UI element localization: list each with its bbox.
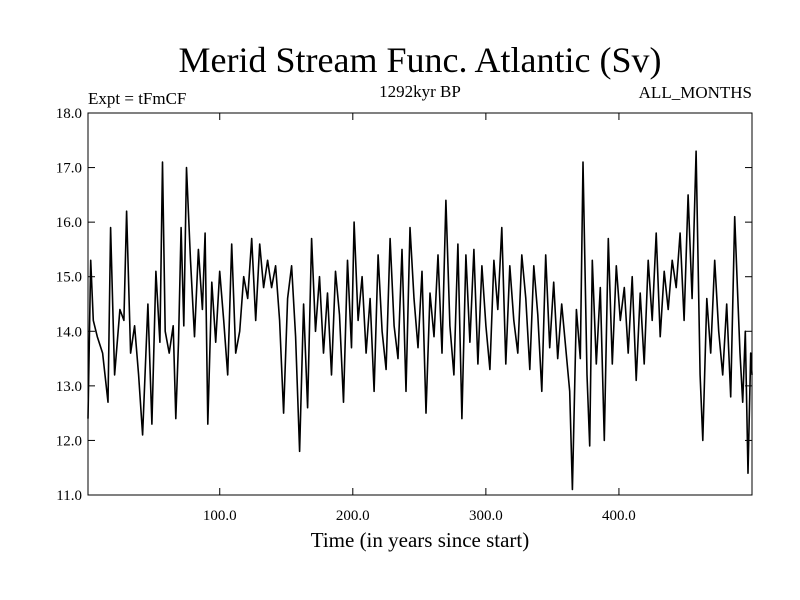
x-tick-label: 200.0	[336, 508, 370, 524]
y-tick-label: 12.0	[56, 433, 82, 449]
chart-title: Merid Stream Func. Atlantic (Sv)	[179, 40, 662, 80]
y-tick-label: 13.0	[56, 379, 82, 395]
y-tick-label: 15.0	[56, 270, 82, 286]
series-line	[87, 150, 753, 491]
x-axis: 100.0 200.0 300.0 400.0	[203, 113, 636, 524]
y-tick-label: 14.0	[56, 324, 82, 340]
y-axis: 11.0 12.0 13.0 14.0 15.0 16.0 17.0 18.0	[56, 106, 752, 504]
y-tick-label: 17.0	[56, 161, 82, 177]
y-tick-label: 16.0	[56, 215, 82, 231]
x-axis-label: Time (in years since start)	[311, 528, 530, 552]
experiment-label: Expt = tFmCF	[88, 89, 186, 108]
y-tick-label: 11.0	[56, 488, 82, 504]
series-layer	[87, 150, 753, 491]
months-label: ALL_MONTHS	[639, 83, 752, 102]
x-tick-label: 400.0	[602, 508, 636, 524]
x-tick-label: 300.0	[469, 508, 503, 524]
plot-frame	[87, 112, 753, 496]
period-label: 1292kyr BP	[379, 82, 461, 101]
x-tick-label: 100.0	[203, 508, 237, 524]
y-tick-label: 18.0	[56, 106, 82, 122]
